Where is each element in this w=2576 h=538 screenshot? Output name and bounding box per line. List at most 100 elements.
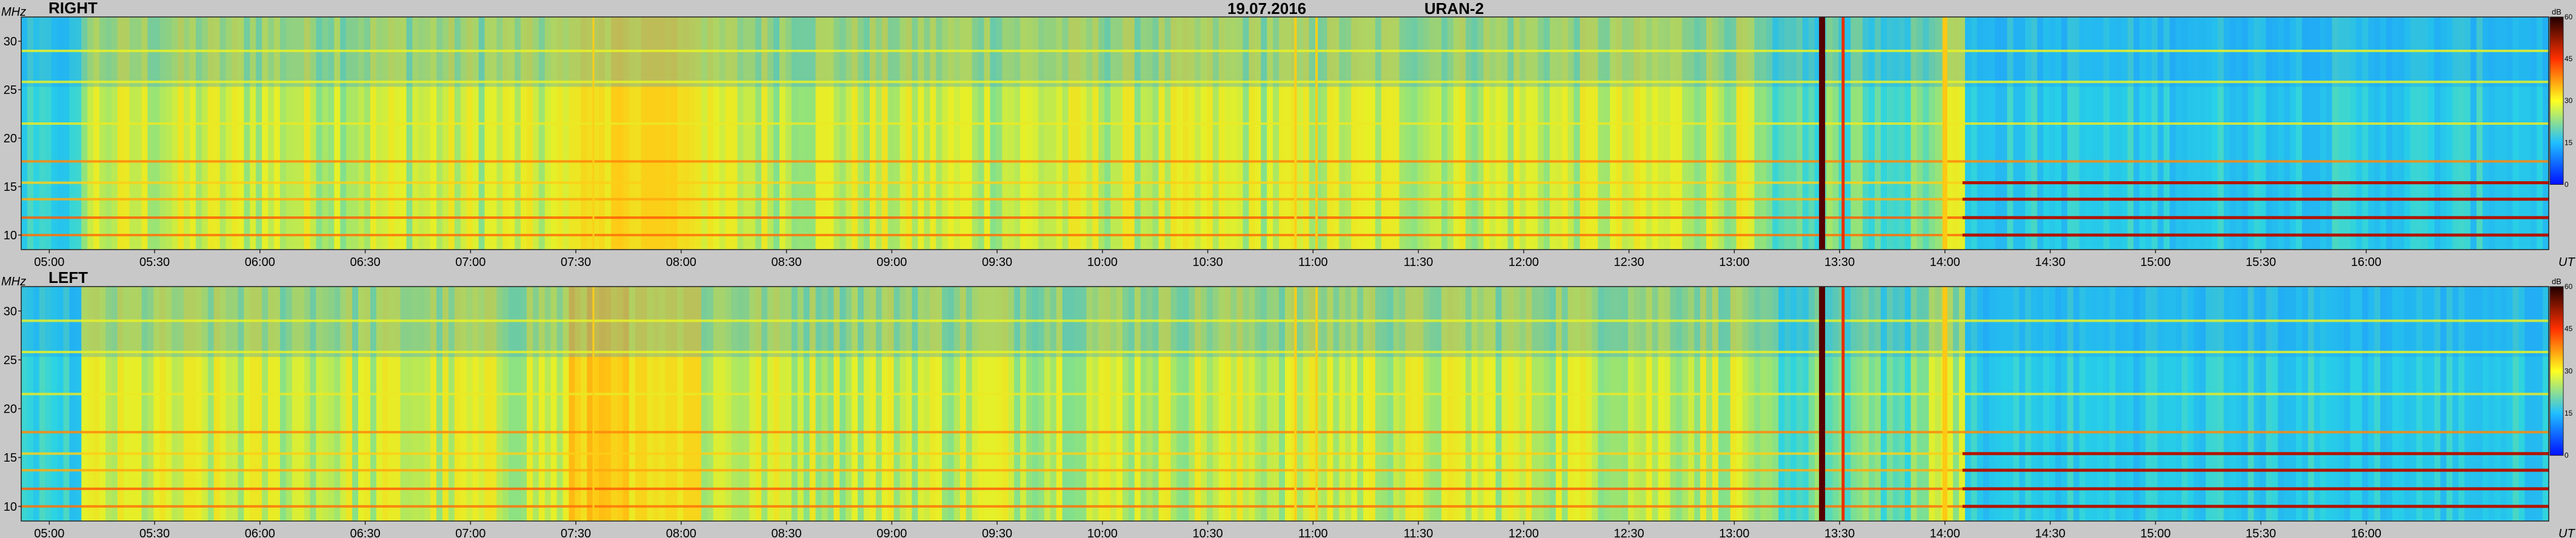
heatmap-column	[219, 287, 227, 521]
heatmap-column	[1688, 17, 1695, 250]
heatmap-column	[93, 17, 100, 250]
heatmap-column	[2085, 287, 2092, 521]
heatmap-column	[1158, 17, 1166, 250]
heatmap-column	[936, 17, 943, 250]
heatmap-column	[1176, 17, 1183, 250]
heatmap-column	[2001, 17, 2008, 250]
colorbar-tick-label: 60	[2564, 282, 2573, 291]
heatmap-column	[653, 287, 660, 521]
heatmap-column	[1784, 287, 1791, 521]
heatmap-column	[2061, 17, 2068, 250]
heatmap-column	[63, 287, 70, 521]
heatmap-column	[1935, 287, 1941, 521]
heatmap-column	[2200, 287, 2206, 521]
heatmap-column	[2181, 17, 2188, 250]
heatmap-column	[1959, 17, 1966, 250]
heatmap-column	[532, 17, 539, 250]
heatmap-column	[1850, 17, 1857, 250]
heatmap-column	[575, 17, 581, 250]
heatmap-column	[1718, 17, 1725, 250]
heatmap-column	[1501, 287, 1508, 521]
heatmap-column	[1315, 17, 1322, 250]
heatmap-column	[424, 287, 431, 521]
heatmap-column	[1543, 17, 1550, 250]
heatmap-column	[1748, 17, 1755, 250]
heatmap-column	[364, 287, 371, 521]
heatmap-column	[352, 17, 359, 250]
heatmap-column	[821, 17, 829, 250]
heatmap-column	[695, 17, 702, 250]
heatmap-column	[147, 287, 155, 521]
heatmap-column	[815, 17, 823, 250]
heatmap-column	[1676, 287, 1683, 521]
heatmap-column	[1910, 17, 1918, 250]
x-tick-label: 12:30	[1614, 256, 1644, 269]
heatmap-column	[1652, 287, 1659, 521]
heatmap-column	[1610, 17, 1617, 250]
heatmap-column	[334, 17, 341, 250]
strong-interference-line	[1962, 505, 2549, 508]
heatmap-column	[2464, 17, 2471, 250]
heatmap-column	[135, 17, 142, 250]
x-tick-label: 05:00	[34, 256, 64, 269]
heatmap-column	[984, 287, 991, 521]
heatmap-column	[852, 17, 858, 250]
heatmap-column	[2223, 287, 2231, 521]
heatmap-column	[689, 287, 696, 521]
heatmap-column	[2440, 17, 2447, 250]
heatmap-column	[2518, 17, 2525, 250]
heatmap-column	[1285, 17, 1292, 250]
heatmap-column	[213, 17, 221, 250]
heatmap-column	[677, 17, 684, 250]
heatmap-column	[833, 17, 840, 250]
heatmap-column	[887, 287, 895, 521]
heatmap-column	[1483, 17, 1490, 250]
heatmap-column	[256, 287, 262, 521]
y-tick-label: 15	[4, 181, 17, 194]
heatmap-column	[1471, 287, 1478, 521]
x-tick-label: 11:30	[1404, 527, 1433, 538]
heatmap-column	[1573, 287, 1581, 521]
heatmap-column	[1230, 287, 1238, 521]
heatmap-column	[1790, 287, 1797, 521]
heatmap-column	[207, 287, 215, 521]
heatmap-column	[616, 287, 624, 521]
heatmap-column	[1567, 287, 1575, 521]
heatmap-column	[364, 17, 371, 250]
colorbar-tick-label: 30	[2564, 96, 2573, 105]
heatmap-column	[2217, 287, 2224, 521]
heatmap-column	[1201, 287, 1207, 521]
heatmap-column	[184, 17, 190, 250]
x-tick-label: 09:30	[982, 256, 1012, 269]
heatmap-column	[1857, 17, 1863, 250]
heatmap-column	[550, 287, 558, 521]
heatmap-column	[2488, 287, 2495, 521]
heatmap-column	[454, 17, 461, 250]
heatmap-column	[665, 287, 672, 521]
heatmap-column	[1477, 287, 1484, 521]
colorbar-tick-label: 15	[2564, 138, 2573, 147]
y-tick-label: 20	[4, 403, 17, 416]
heatmap-column	[1369, 17, 1376, 250]
heatmap-column	[948, 17, 955, 250]
heatmap-column	[587, 287, 593, 521]
heatmap-column	[978, 287, 985, 521]
heatmap-column	[2151, 17, 2158, 250]
heatmap-column	[1339, 287, 1346, 521]
heatmap-column	[713, 287, 720, 521]
heatmap-column	[232, 17, 239, 250]
heatmap-column	[2350, 287, 2357, 521]
heatmap-column	[244, 287, 250, 521]
heatmap-column	[93, 287, 100, 521]
heatmap-column	[2362, 17, 2369, 250]
heatmap-column	[1104, 17, 1111, 250]
heatmap-column	[2416, 17, 2423, 250]
heatmap-column	[1315, 287, 1322, 521]
burst-column	[1294, 17, 1297, 250]
y-tick-label: 20	[4, 132, 17, 145]
heatmap-column	[1243, 17, 1250, 250]
heatmap-column	[538, 287, 546, 521]
heatmap-column	[1261, 17, 1267, 250]
heatmap-column	[2404, 287, 2411, 521]
heatmap-column	[123, 17, 130, 250]
